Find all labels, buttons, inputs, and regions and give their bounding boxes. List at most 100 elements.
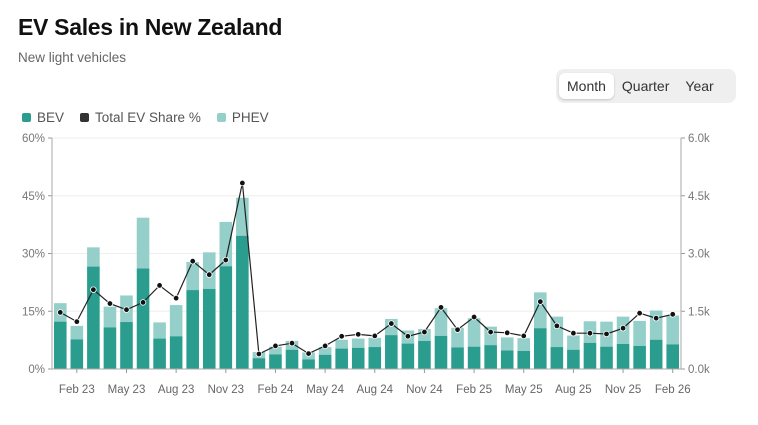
bev-bar xyxy=(451,347,464,369)
x-tick-label: May 25 xyxy=(505,384,543,396)
legend-label-bev: BEV xyxy=(37,110,65,125)
share-point xyxy=(586,329,594,337)
y-right-tick-label: 3.0k xyxy=(688,249,710,261)
bev-bar xyxy=(550,347,564,369)
legend-swatch-phev xyxy=(216,113,226,122)
bev-bar xyxy=(616,343,630,369)
share-point xyxy=(603,330,610,338)
phev-bar xyxy=(87,247,100,267)
bev-bar xyxy=(236,235,249,369)
bev-bar xyxy=(153,338,166,369)
period-month-button[interactable]: Month xyxy=(559,73,614,99)
bev-bar xyxy=(202,288,216,369)
share-point xyxy=(305,350,312,357)
y-left-tick-label: 30% xyxy=(22,249,45,261)
phev-bar xyxy=(467,318,481,347)
bev-bar xyxy=(87,266,100,369)
bev-bar xyxy=(335,348,348,369)
phev-bar xyxy=(186,261,199,291)
x-tick-label: Nov 25 xyxy=(605,384,641,396)
x-tick-label: Aug 23 xyxy=(158,384,194,396)
share-point xyxy=(537,298,544,305)
y-right-tick-label: 4.5k xyxy=(688,191,710,203)
share-point xyxy=(404,333,412,340)
phev-bar xyxy=(517,338,531,351)
phev-bar xyxy=(451,327,464,348)
bev-bar xyxy=(53,321,67,369)
bev-bar xyxy=(285,349,299,369)
phev-bar xyxy=(269,346,282,355)
bev-bar xyxy=(120,322,133,369)
chart-legend: BEV Total EV Share % PHEV xyxy=(22,110,285,125)
phev-bar xyxy=(236,197,249,236)
y-left-tick-label: 60% xyxy=(22,133,45,145)
share-point xyxy=(470,313,478,321)
phev-bar xyxy=(351,338,365,348)
share-point xyxy=(570,329,577,337)
bev-bar xyxy=(500,350,514,369)
bev-bar xyxy=(70,339,84,369)
y-right-tick-label: 0.0k xyxy=(688,364,710,376)
x-tick-label: Nov 24 xyxy=(406,384,443,396)
phev-bar xyxy=(103,306,117,328)
share-point xyxy=(90,286,97,293)
share-point xyxy=(73,318,81,325)
bev-bar xyxy=(567,349,580,369)
share-point xyxy=(553,322,561,330)
share-point xyxy=(206,271,213,278)
phev-bar xyxy=(500,337,514,351)
share-point xyxy=(272,342,279,350)
phev-bar xyxy=(70,325,84,340)
phev-bar xyxy=(649,310,663,340)
share-point xyxy=(371,332,378,340)
phev-bar xyxy=(368,337,382,348)
phev-bar xyxy=(434,308,448,336)
x-tick-label: Nov 23 xyxy=(208,384,244,396)
phev-bar xyxy=(169,305,183,337)
share-point xyxy=(139,299,147,306)
legend-item-bev[interactable]: BEV xyxy=(22,110,64,125)
share-point xyxy=(255,350,263,358)
period-year-button[interactable]: Year xyxy=(685,78,714,94)
bev-bar xyxy=(401,343,415,369)
share-point xyxy=(338,333,345,340)
share-point xyxy=(520,332,527,340)
share-point xyxy=(487,328,494,336)
legend-swatch-bev xyxy=(22,113,31,122)
chart-subtitle: New light vehicles xyxy=(18,50,127,65)
phev-bar xyxy=(219,221,233,267)
share-point xyxy=(106,300,114,307)
y-right-tick-label: 1.5k xyxy=(688,306,710,318)
bev-bar xyxy=(467,346,481,369)
share-point xyxy=(619,324,627,332)
bev-bar xyxy=(418,340,431,369)
share-point xyxy=(636,309,643,317)
y-left-tick-label: 15% xyxy=(22,306,45,318)
phev-bar xyxy=(335,339,348,349)
y-left-tick-label: 45% xyxy=(22,191,45,203)
share-point xyxy=(239,179,246,187)
x-tick-label: May 24 xyxy=(306,384,344,396)
share-point xyxy=(172,294,180,302)
share-point xyxy=(156,282,163,289)
phev-bar xyxy=(666,315,680,345)
share-point xyxy=(669,311,676,318)
share-point xyxy=(652,314,660,322)
bev-bar xyxy=(318,354,332,369)
legend-item-phev[interactable]: PHEV xyxy=(216,110,269,125)
phev-bar xyxy=(633,320,646,346)
period-quarter-button[interactable]: Quarter xyxy=(621,78,670,94)
x-tick-label: Aug 25 xyxy=(555,384,591,396)
bev-bar xyxy=(633,345,646,369)
bev-bar xyxy=(136,268,150,369)
bev-bar xyxy=(269,354,282,369)
bev-bar xyxy=(666,344,680,369)
y-right-tick-label: 6.0k xyxy=(688,133,710,145)
share-point xyxy=(437,304,445,311)
legend-item-share[interactable]: Total EV Share % xyxy=(80,110,201,125)
phev-bar xyxy=(550,316,564,348)
share-point xyxy=(288,340,296,347)
bev-bar xyxy=(169,336,183,369)
bev-bar xyxy=(600,346,613,369)
